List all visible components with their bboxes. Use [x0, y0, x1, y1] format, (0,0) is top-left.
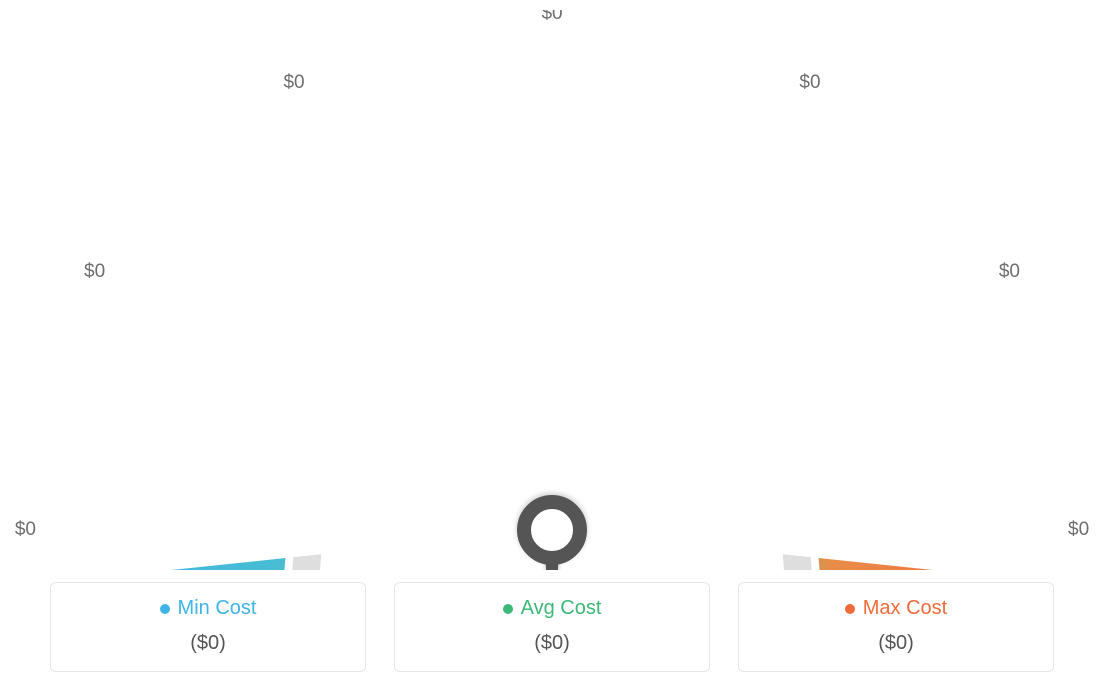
gauge-tick-label: $0	[84, 261, 105, 282]
legend-value-avg: ($0)	[405, 632, 699, 655]
legend-card-max: Max Cost ($0)	[738, 582, 1054, 672]
gauge-tick-label: $0	[283, 72, 304, 93]
legend-top: Max Cost	[749, 597, 1043, 620]
legend-row: Min Cost ($0) Avg Cost ($0) Max Cost ($0…	[0, 582, 1104, 672]
gauge-svg: $0 $0 $0 $0 $0 $0 $0	[12, 10, 1092, 570]
legend-label-avg: Avg Cost	[521, 597, 602, 620]
legend-dot-avg	[503, 604, 513, 614]
legend-dot-min	[160, 604, 170, 614]
gauge-tick-label: $0	[1068, 519, 1089, 540]
legend-value-max: ($0)	[749, 632, 1043, 655]
gauge-tick-label: $0	[541, 10, 562, 24]
gauge-tick-label: $0	[799, 72, 820, 93]
legend-card-avg: Avg Cost ($0)	[394, 582, 710, 672]
legend-dot-max	[845, 604, 855, 614]
legend-label-min: Min Cost	[178, 597, 257, 620]
gauge-pivot	[524, 502, 580, 558]
legend-top: Avg Cost	[405, 597, 699, 620]
legend-card-min: Min Cost ($0)	[50, 582, 366, 672]
gauge-tick-label: $0	[15, 519, 36, 540]
legend-top: Min Cost	[61, 597, 355, 620]
legend-value-min: ($0)	[61, 632, 355, 655]
gauge-chart: $0 $0 $0 $0 $0 $0 $0	[0, 10, 1104, 570]
legend-label-max: Max Cost	[863, 597, 947, 620]
gauge-tick-label: $0	[999, 261, 1020, 282]
